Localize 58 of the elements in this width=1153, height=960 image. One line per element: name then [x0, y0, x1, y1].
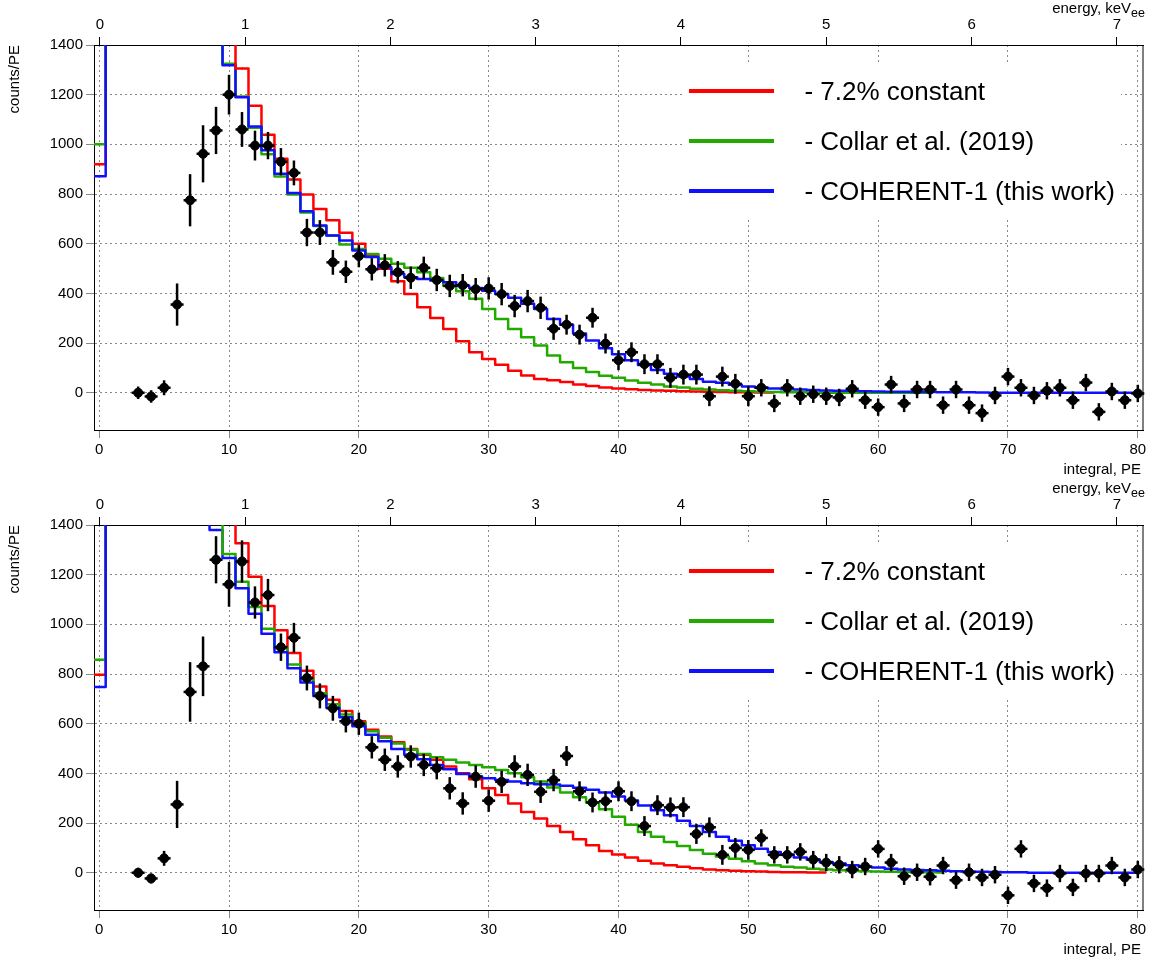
x-tick-label: 50 — [739, 920, 757, 938]
y-tick-label: 1000 — [49, 614, 83, 632]
x2-tick-label: 4 — [676, 15, 686, 33]
y-axis-title: counts/PE — [5, 525, 22, 594]
x-tick-label: 30 — [480, 440, 498, 458]
x2-tick-label: 2 — [386, 15, 395, 33]
x-tick-label: 80 — [1129, 440, 1147, 458]
x-tick-label: 40 — [610, 920, 627, 938]
x2-tick-label: 1 — [240, 495, 250, 513]
x-tick-label: 70 — [999, 920, 1017, 938]
x-tick-label: 10 — [220, 440, 238, 458]
y-tick-label: 1200 — [49, 564, 83, 582]
y-tick-label: 600 — [57, 713, 83, 731]
y-tick-label: 200 — [57, 813, 83, 831]
y-tick-label: 400 — [57, 763, 83, 781]
x2-tick-label: 3 — [531, 495, 540, 513]
x-tick-label: 60 — [869, 440, 887, 458]
x-tick-label: 10 — [220, 920, 238, 938]
y-tick-label: 600 — [57, 233, 83, 251]
x2-tick-label: 5 — [822, 495, 831, 513]
legend-label: - Collar et al. (2019) — [804, 125, 1035, 157]
y-tick-label: 1400 — [49, 515, 83, 533]
y-tick-label: 200 — [57, 333, 83, 351]
legend-label: - COHERENT-1 (this work) — [804, 655, 1115, 687]
x-tick-label: 0 — [95, 920, 104, 938]
x2-tick-label: 6 — [967, 495, 976, 513]
x2-tick-label: 4 — [676, 495, 686, 513]
y-tick-label: 1200 — [49, 84, 83, 102]
x-tick-label: 40 — [610, 440, 627, 458]
x-tick-label: 30 — [480, 920, 498, 938]
x-tick-label: 20 — [350, 920, 368, 938]
x2-tick-label: 0 — [95, 495, 104, 513]
y-tick-label: 400 — [57, 283, 83, 301]
x-tick-label: 70 — [999, 440, 1017, 458]
legend-label: - COHERENT-1 (this work) — [804, 175, 1115, 207]
x2-tick-label: 1 — [240, 15, 250, 33]
y-tick-label: 1000 — [49, 134, 83, 152]
y-tick-label: 800 — [57, 664, 83, 682]
x-axis-title: integral, PE — [1063, 460, 1141, 477]
x-tick-label: 50 — [739, 440, 757, 458]
y-tick-label: 0 — [74, 862, 83, 880]
y-tick-label: 0 — [74, 382, 83, 400]
legend-label: - Collar et al. (2019) — [804, 605, 1035, 637]
y-tick-label: 800 — [57, 184, 83, 202]
x-tick-label: 0 — [95, 440, 104, 458]
y-tick-label: 1400 — [49, 35, 83, 53]
legend-label: - 7.2% constant — [804, 555, 986, 587]
x2-tick-label: 5 — [822, 15, 831, 33]
x2-tick-label: 6 — [967, 15, 976, 33]
legend-label: - 7.2% constant — [804, 75, 986, 107]
x2-tick-label: 2 — [386, 495, 395, 513]
x2-tick-label: 3 — [531, 15, 540, 33]
x-tick-label: 80 — [1129, 920, 1147, 938]
x-tick-label: 60 — [869, 920, 887, 938]
x-tick-label: 20 — [350, 440, 368, 458]
x-axis-title: integral, PE — [1063, 940, 1141, 957]
y-axis-title: counts/PE — [5, 45, 22, 114]
x2-tick-label: 0 — [95, 15, 104, 33]
